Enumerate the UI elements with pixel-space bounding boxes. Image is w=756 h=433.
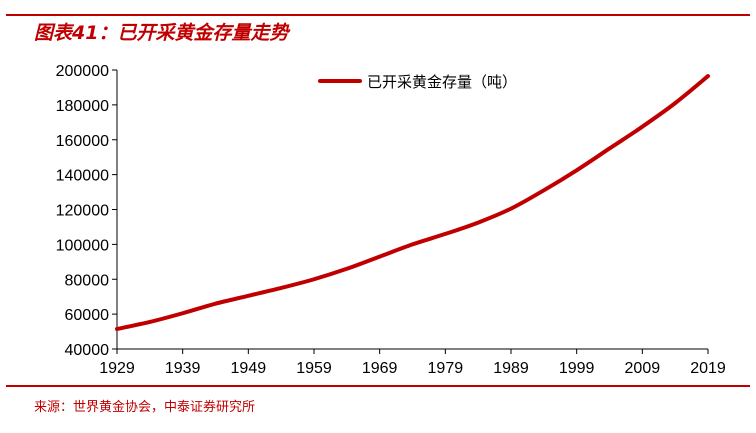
legend-label: 已开采黄金存量（吨） xyxy=(367,73,517,91)
source-note: 来源：世界黄金协会，中泰证券研究所 xyxy=(34,400,256,415)
page-title: 图表41：已开采黄金存量走势 xyxy=(34,22,289,44)
x-tick-label: 1959 xyxy=(296,360,332,377)
series-line xyxy=(115,74,710,331)
footer-rule xyxy=(6,385,750,387)
x-tick-label: 1929 xyxy=(99,360,135,377)
chart-axes: 40000 60000 80000 100000 120000 140000 160000 1… xyxy=(56,63,726,377)
x-tick-label: 1969 xyxy=(362,360,398,377)
chart-legend: 已开采黄金存量（吨） xyxy=(318,73,517,91)
y-tick-label: 180000 xyxy=(56,98,109,115)
x-tick-label: 1989 xyxy=(493,360,529,377)
x-tick-label: 1939 xyxy=(165,360,201,377)
y-tick-label: 80000 xyxy=(65,272,110,289)
y-tick-label: 140000 xyxy=(56,168,109,185)
x-tick-label: 2019 xyxy=(690,360,726,377)
y-tick-label: 100000 xyxy=(56,237,109,254)
x-tick-label: 1949 xyxy=(231,360,267,377)
x-tick-label: 2009 xyxy=(625,360,661,377)
y-tick-label: 60000 xyxy=(65,307,110,324)
y-tick-label: 200000 xyxy=(56,63,109,80)
y-tick-label: 40000 xyxy=(65,342,110,359)
y-tick-label: 160000 xyxy=(56,133,109,150)
chart-marks xyxy=(115,74,710,331)
y-tick-label: 120000 xyxy=(56,203,109,220)
x-tick-label: 1979 xyxy=(428,360,464,377)
header-rule xyxy=(6,14,750,16)
x-tick-label: 1999 xyxy=(559,360,595,377)
